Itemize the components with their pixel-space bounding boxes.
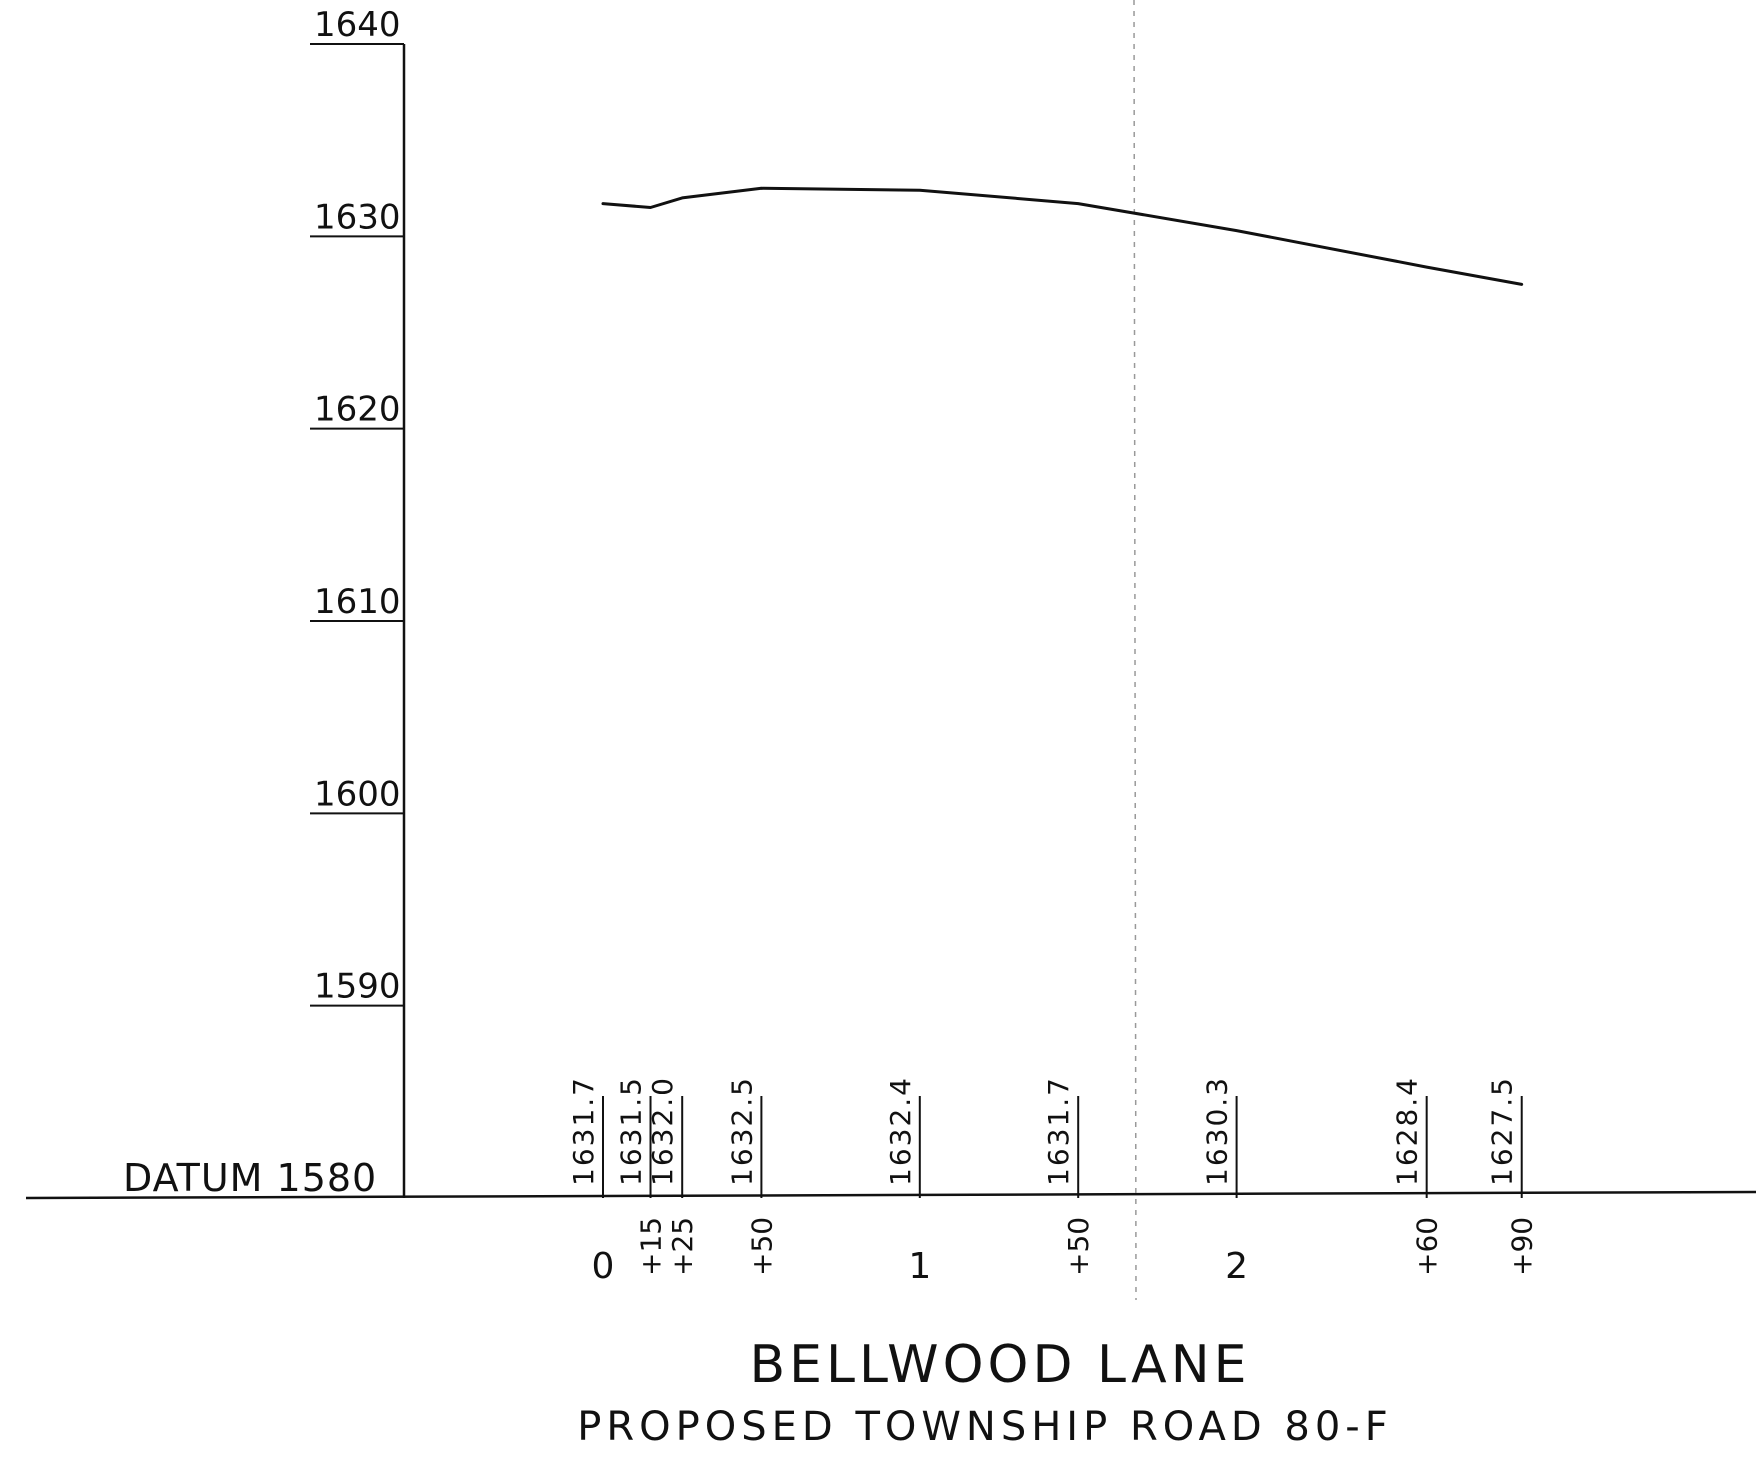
station-label: +15 [635, 1217, 668, 1276]
station-label: +90 [1506, 1217, 1539, 1276]
station-marks: 1631.7 0 1631.5 +15 1632.0 +25 1632.5 +50 1632.4… [567, 1076, 1539, 1287]
elevation-label: 1632.5 [725, 1076, 758, 1186]
y-tick-label-1600: 1600 [314, 774, 401, 814]
elevation-label: 1627.5 [1486, 1076, 1519, 1186]
elevation-label: 1631.7 [567, 1076, 600, 1186]
y-axis-group: 1640 1630 1620 1610 1600 1590 [310, 5, 406, 1198]
ground-profile-line [601, 186, 1524, 286]
reference-dash-line [1133, 0, 1137, 1301]
y-tick-label-1590: 1590 [314, 967, 401, 1007]
datum-label: DATUM 1580 [123, 1156, 377, 1200]
chart-subtitle: PROPOSED TOWNSHIP ROAD 80-F [577, 1404, 1392, 1450]
station-label: +25 [666, 1217, 699, 1276]
elevation-label: 1632.0 [646, 1076, 679, 1186]
station-label: +50 [745, 1217, 778, 1276]
elevation-label: 1628.4 [1391, 1076, 1424, 1186]
y-tick-label-1630: 1630 [314, 197, 401, 237]
y-tick-label-1610: 1610 [314, 582, 401, 622]
station-label: +60 [1411, 1217, 1444, 1276]
y-ticks: 1640 1630 1620 1610 1600 1590 [310, 5, 404, 1007]
y-tick-label-1640: 1640 [314, 5, 401, 45]
station-label: 1 [908, 1246, 931, 1287]
elevation-label: 1630.3 [1201, 1076, 1234, 1186]
station-label: 0 [592, 1246, 615, 1287]
station-label: +50 [1062, 1217, 1095, 1276]
elevation-label: 1631.5 [615, 1076, 648, 1186]
y-tick-label-1620: 1620 [314, 390, 401, 430]
datum-baseline [25, 1190, 1756, 1200]
station-label: 2 [1225, 1246, 1248, 1287]
elevation-label: 1631.7 [1042, 1076, 1075, 1186]
chart-title: BELLWOOD LANE [749, 1335, 1250, 1395]
elevation-label: 1632.4 [884, 1076, 917, 1186]
datum-group: DATUM 1580 [25, 1156, 1756, 1200]
